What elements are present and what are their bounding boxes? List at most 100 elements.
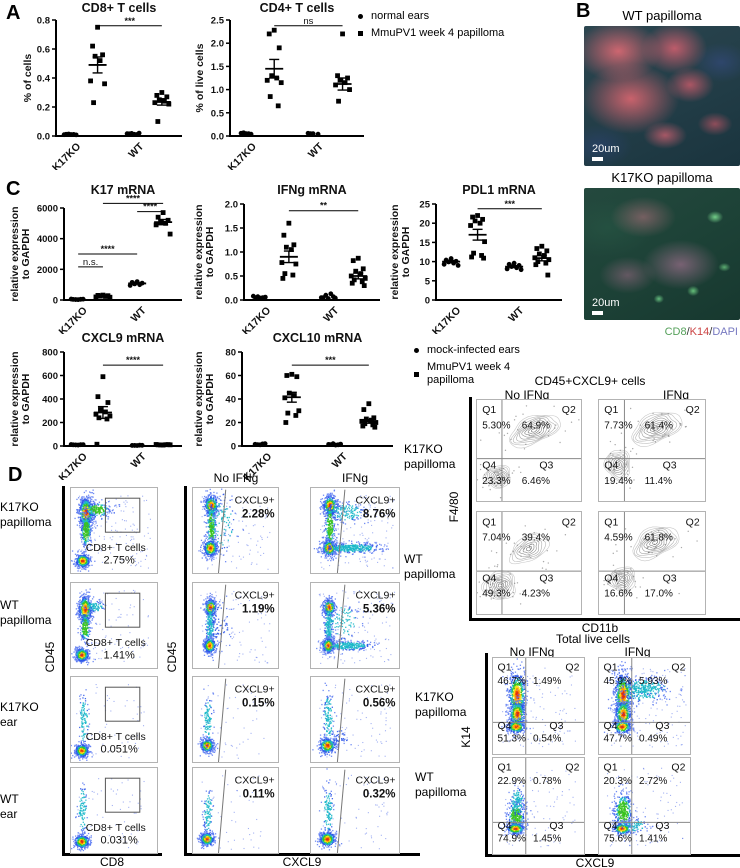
flow-cxcl9-k17ko-ear-noifng: CXCL9+ 0.15%	[192, 676, 279, 763]
flow-cd8-wt-ear: CD8+ T cells 0.031%	[70, 767, 158, 854]
column-header-no-ifng: No IFNg	[509, 645, 555, 659]
svg-text:****: ****	[143, 202, 158, 212]
column-header-no-ifng: No IFNg	[213, 471, 259, 485]
flow-cxcl9-wt-ear-noifng: CXCL9+ 0.11%	[192, 767, 279, 854]
svg-text:Q3: Q3	[655, 720, 669, 732]
svg-text:7.73%: 7.73%	[604, 420, 632, 431]
stain-caption-part: K14	[689, 326, 710, 338]
svg-text:61.8%: 61.8%	[645, 533, 673, 544]
svg-text:0.54%: 0.54%	[533, 734, 561, 745]
square-marker-icon	[358, 31, 363, 36]
stain-caption-part: /	[686, 326, 690, 338]
micrograph-title-k17ko: K17KO papilloma	[611, 170, 713, 185]
svg-text:CD8+ T cells: CD8+ T cells	[82, 1, 157, 15]
flow-cxcl9-wt-ear-ifng: CXCL9+ 0.32%	[310, 767, 400, 854]
svg-text:Q1: Q1	[604, 516, 618, 528]
svg-text:WT: WT	[129, 304, 149, 324]
svg-text:2000: 2000	[37, 265, 58, 276]
scale-bar-line	[592, 157, 603, 161]
svg-text:15: 15	[419, 238, 430, 249]
svg-text:WT: WT	[126, 140, 146, 160]
svg-text:Q1: Q1	[482, 404, 496, 416]
svg-text:CXCL10 mRNA: CXCL10 mRNA	[273, 331, 363, 345]
svg-text:K17KO: K17KO	[226, 141, 259, 170]
svg-text:CXCL9+: CXCL9+	[235, 774, 275, 786]
svg-text:WT: WT	[330, 450, 350, 470]
svg-text:0.0: 0.0	[211, 132, 224, 143]
svg-text:800: 800	[42, 348, 58, 359]
svg-text:400: 400	[42, 395, 58, 406]
flow-dot-canvas	[311, 583, 399, 668]
quad-wt-papilloma-noifng: Q1 Q2 22.9% 0.78% Q4 Q3 74.9% 1.45%	[492, 757, 585, 855]
plot-cxcl10-mrna: CXCL10 mRNA relative expression to GAPDH 0 2…	[194, 330, 399, 480]
flow-dot-canvas	[193, 768, 278, 853]
svg-text:75.6%: 75.6%	[604, 834, 632, 845]
svg-text:****: ****	[126, 193, 141, 203]
circle-marker-icon	[414, 348, 419, 353]
svg-text:200: 200	[42, 418, 58, 429]
svg-text:1.45%: 1.45%	[533, 834, 561, 845]
svg-text:5.36%: 5.36%	[363, 603, 396, 615]
panel-d-label: D	[8, 464, 23, 486]
svg-text:600: 600	[42, 371, 58, 382]
circle-marker-icon	[358, 14, 363, 19]
y-axis-line	[184, 486, 187, 855]
svg-text:45.9%: 45.9%	[604, 676, 632, 687]
y-axis-label-f480: F4/80	[447, 491, 461, 523]
plot-pdl1-mrna: PDL1 mRNA relative expression to GAPDH 0 5 10…	[390, 182, 568, 334]
svg-text:WT: WT	[129, 450, 149, 470]
svg-text:4.59%: 4.59%	[604, 533, 632, 544]
svg-text:4.23%: 4.23%	[522, 589, 550, 600]
svg-text:Q3: Q3	[663, 460, 677, 472]
svg-text:0: 0	[53, 442, 58, 453]
svg-text:Q2: Q2	[686, 516, 700, 528]
flow-cxcl9-wt-papilloma-ifng: CXCL9+ 5.36%	[310, 582, 400, 669]
svg-text:0.0: 0.0	[225, 296, 238, 307]
svg-text:0.5: 0.5	[225, 272, 239, 283]
svg-text:2.28%: 2.28%	[242, 508, 275, 520]
flow-dot-canvas	[493, 758, 584, 854]
svg-text:61.4%: 61.4%	[645, 420, 673, 431]
svg-text:Q2: Q2	[686, 404, 700, 416]
flow-dot-canvas	[193, 583, 278, 668]
flow-cd8-k17ko-ear: CD8+ T cells 0.051%	[70, 676, 158, 763]
section-title-total-live-cells: Total live cells	[555, 632, 631, 646]
svg-text:0.4: 0.4	[37, 74, 51, 85]
svg-text:1.19%: 1.19%	[242, 603, 275, 615]
legend-label: MmuPV1 week 4 papilloma	[427, 361, 511, 386]
svg-text:64.9%: 64.9%	[522, 420, 550, 431]
svg-text:Q3: Q3	[655, 820, 669, 832]
flow-cd8-k17ko-papilloma: CD8+ T cells 2.75%	[70, 487, 158, 574]
svg-text:***: ***	[325, 355, 336, 365]
svg-text:relative expression: relative expression	[194, 351, 205, 446]
stain-caption-part: CD8	[664, 326, 687, 338]
svg-text:CD8+ T cells: CD8+ T cells	[86, 542, 146, 554]
plot-k17-mrna: K17 mRNA relative expression to GAPDH 0 2000…	[10, 182, 188, 334]
svg-text:0.2: 0.2	[37, 103, 50, 114]
svg-text:to GAPDH: to GAPDH	[20, 229, 32, 280]
column-header-ifng: IFNg	[662, 388, 689, 402]
svg-text:CXCL9+: CXCL9+	[355, 683, 395, 695]
svg-text:0: 0	[425, 296, 430, 307]
svg-text:ns: ns	[303, 16, 313, 27]
section-title-cd45-cxcl9-cells: CD45+CXCL9+ cells	[534, 374, 646, 388]
svg-text:0.78%: 0.78%	[533, 776, 561, 787]
svg-text:46.7%: 46.7%	[498, 676, 526, 687]
legend-item: MmuPV1 week 4 papilloma	[358, 27, 548, 40]
plot-cxcl9-mrna: CXCL9 mRNA relative expression to GAPDH 0 20…	[10, 330, 188, 480]
svg-text:25: 25	[419, 200, 430, 211]
panel-c-label: C	[6, 178, 21, 200]
svg-text:Q4: Q4	[604, 460, 618, 472]
svg-text:CXCL9 mRNA: CXCL9 mRNA	[82, 331, 165, 345]
svg-text:74.9%: 74.9%	[498, 834, 526, 845]
svg-text:0: 0	[231, 442, 236, 453]
svg-text:5.30%: 5.30%	[482, 420, 510, 431]
row-label-wt-ear: WT ear	[0, 792, 19, 821]
svg-text:0.8: 0.8	[37, 16, 50, 27]
legend-label: MmuPV1 week 4 papilloma	[371, 27, 505, 39]
svg-text:% of live cells: % of live cells	[194, 43, 206, 112]
svg-text:CXCL9+: CXCL9+	[235, 494, 275, 506]
contour-wt-papilloma-noifng: Q1 Q2 7.04% 39.4% Q4 Q3 49.3% 4.23%	[476, 511, 582, 615]
svg-text:1.49%: 1.49%	[533, 676, 561, 687]
svg-text:***: ***	[124, 16, 135, 26]
